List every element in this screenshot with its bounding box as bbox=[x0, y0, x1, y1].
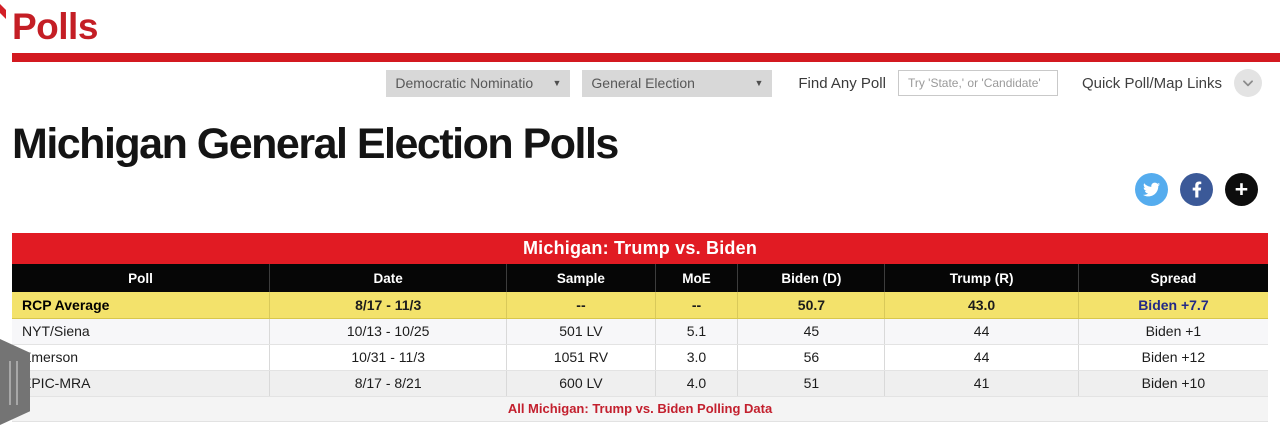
poll-date: 10/13 - 10/25 bbox=[268, 318, 507, 345]
find-any-poll-label: Find Any Poll bbox=[798, 74, 886, 92]
table-header-row: Poll Date Sample MoE Biden (D) Trump (R)… bbox=[12, 264, 1268, 292]
quick-links-expand-button[interactable] bbox=[1234, 69, 1262, 97]
share-buttons: + bbox=[0, 173, 1280, 206]
table-row-emerson: Emerson 10/31 - 11/3 1051 RV 3.0 56 44 B… bbox=[12, 344, 1268, 371]
twitter-bird-icon bbox=[1143, 181, 1160, 198]
dropdown-arrow-icon: ▼ bbox=[552, 78, 562, 88]
column-header-sample: Sample bbox=[506, 264, 656, 292]
poll-link[interactable]: NYT/Siena bbox=[12, 318, 270, 345]
poll-sample: 501 LV bbox=[506, 318, 656, 345]
poll-link[interactable]: Emerson bbox=[12, 344, 270, 371]
poll-moe: 5.1 bbox=[654, 318, 738, 345]
biden-value: 50.7 bbox=[737, 292, 885, 319]
poll-moe: -- bbox=[654, 292, 738, 319]
dropdown-arrow-icon: ▼ bbox=[754, 78, 764, 88]
biden-value: 51 bbox=[737, 370, 885, 397]
polls-section-title: Polls bbox=[12, 6, 98, 47]
column-header-poll: Poll bbox=[12, 264, 270, 292]
biden-value: 56 bbox=[737, 344, 885, 371]
poll-filter-bar: Democratic Nominatio ▼ General Election … bbox=[0, 69, 1280, 97]
poll-sample: 600 LV bbox=[506, 370, 656, 397]
spread-value: Biden +12 bbox=[1077, 344, 1268, 371]
table-title-banner: Michigan: Trump vs. Biden bbox=[12, 233, 1268, 264]
spread-value: Biden +7.7 bbox=[1077, 292, 1268, 319]
spread-value: Biden +10 bbox=[1077, 370, 1268, 397]
grip-line bbox=[9, 361, 11, 405]
race-type-dropdown[interactable]: General Election ▼ bbox=[582, 69, 773, 97]
poll-date: 10/31 - 11/3 bbox=[268, 344, 507, 371]
category-dropdown-value: Democratic Nominatio bbox=[395, 75, 534, 91]
poll-search-input[interactable] bbox=[897, 70, 1058, 96]
slideout-panel-handle[interactable] bbox=[0, 339, 30, 425]
column-header-trump: Trump (R) bbox=[884, 264, 1079, 292]
facebook-f-icon bbox=[1192, 181, 1202, 198]
table-row-rcp-average: RCP Average 8/17 - 11/3 -- -- 50.7 43.0 … bbox=[12, 292, 1268, 319]
poll-table-section: Michigan: Trump vs. Biden Poll Date Samp… bbox=[12, 233, 1268, 422]
column-header-biden: Biden (D) bbox=[737, 264, 885, 292]
poll-moe: 3.0 bbox=[654, 344, 738, 371]
poll-name: RCP Average bbox=[12, 292, 270, 319]
table-row-nyt-siena: NYT/Siena 10/13 - 10/25 501 LV 5.1 45 44… bbox=[12, 318, 1268, 345]
twitter-share-button[interactable] bbox=[1135, 173, 1168, 206]
corner-red-sliver bbox=[0, 4, 6, 19]
race-type-dropdown-value: General Election bbox=[591, 75, 695, 91]
chevron-down-icon bbox=[1241, 76, 1255, 90]
biden-value: 45 bbox=[737, 318, 885, 345]
column-header-date: Date bbox=[268, 264, 507, 292]
poll-link[interactable]: EPIC-MRA bbox=[12, 370, 270, 397]
facebook-share-button[interactable] bbox=[1180, 173, 1213, 206]
masthead: Polls bbox=[0, 0, 1280, 48]
trump-value: 44 bbox=[884, 344, 1079, 371]
trump-value: 41 bbox=[884, 370, 1079, 397]
column-header-moe: MoE bbox=[654, 264, 738, 292]
trump-value: 43.0 bbox=[884, 292, 1079, 319]
poll-sample: -- bbox=[506, 292, 656, 319]
category-dropdown[interactable]: Democratic Nominatio ▼ bbox=[386, 69, 571, 97]
poll-sample: 1051 RV bbox=[506, 344, 656, 371]
poll-moe: 4.0 bbox=[654, 370, 738, 397]
page-title: Michigan General Election Polls bbox=[12, 120, 619, 168]
more-share-options-button[interactable]: + bbox=[1225, 173, 1258, 206]
column-header-spread: Spread bbox=[1077, 264, 1268, 292]
quick-links-label: Quick Poll/Map Links bbox=[1081, 74, 1222, 92]
grip-line bbox=[16, 361, 18, 405]
trump-value: 44 bbox=[884, 318, 1079, 345]
spread-value: Biden +1 bbox=[1077, 318, 1268, 345]
poll-date: 8/17 - 11/3 bbox=[268, 292, 507, 319]
red-divider-rule bbox=[12, 53, 1280, 62]
poll-results-table: Poll Date Sample MoE Biden (D) Trump (R)… bbox=[12, 264, 1268, 397]
plus-icon: + bbox=[1234, 176, 1249, 202]
all-polling-data-link[interactable]: All Michigan: Trump vs. Biden Polling Da… bbox=[12, 396, 1268, 422]
table-row-epic-mra: EPIC-MRA 8/17 - 8/21 600 LV 4.0 51 41 Bi… bbox=[12, 370, 1268, 397]
poll-date: 8/17 - 8/21 bbox=[268, 370, 507, 397]
